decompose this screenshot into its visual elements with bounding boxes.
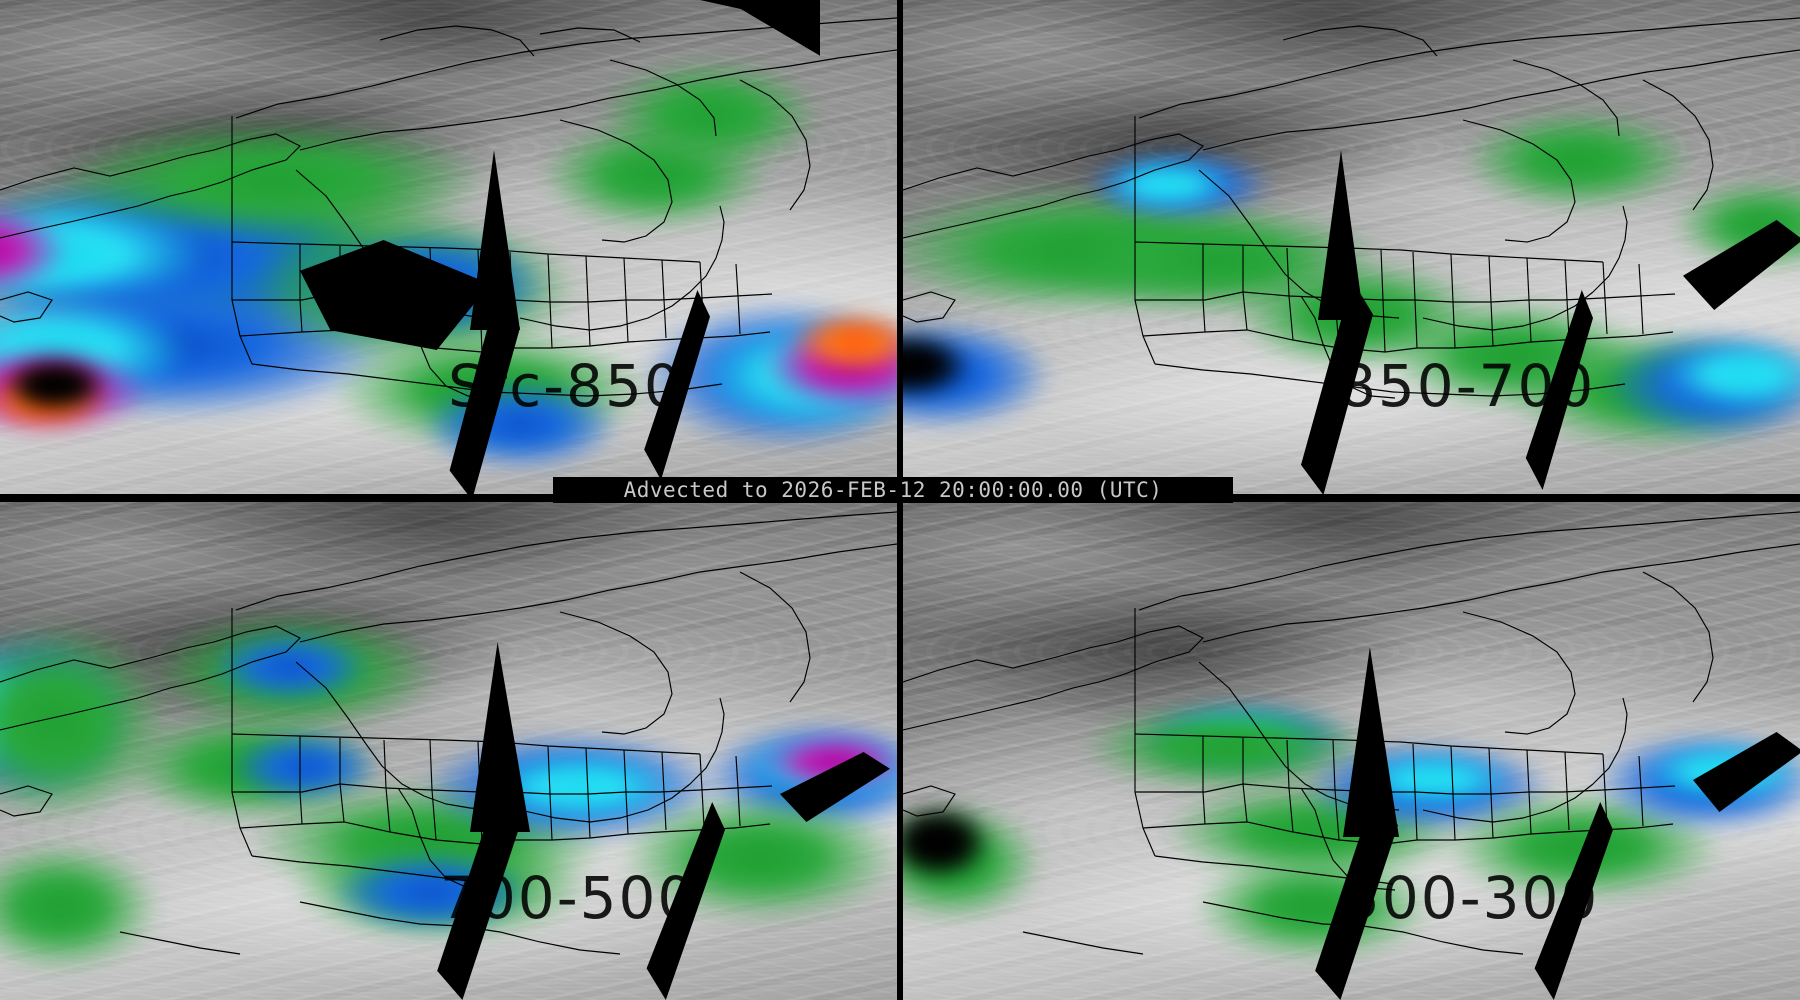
timestamp-caption: Advected to 2026-FEB-12 20:00:00.00 (UTC… bbox=[623, 478, 1163, 502]
moisture-plume-green bbox=[0, 842, 160, 972]
moisture-plume-red bbox=[790, 310, 897, 375]
panel-label-850-700: 850-700 bbox=[1339, 352, 1596, 420]
panel-850-700[interactable]: 850-700 bbox=[903, 0, 1800, 494]
panel-label-500-300: 500-300 bbox=[1343, 864, 1600, 932]
panel-label-700-500: 700-500 bbox=[440, 864, 697, 932]
moisture-plume-green bbox=[600, 60, 820, 170]
timestamp-caption-band: Advected to 2026-FEB-12 20:00:00.00 (UTC… bbox=[553, 477, 1233, 503]
moisture-plume-green bbox=[1463, 110, 1693, 210]
moisture-core-saturated bbox=[903, 802, 993, 882]
moisture-plume-cyan bbox=[1663, 340, 1800, 410]
moisture-plume-cyan bbox=[1103, 160, 1233, 210]
panel-500-300[interactable]: 500-300 bbox=[903, 502, 1800, 1000]
moisture-core-saturated bbox=[0, 355, 110, 415]
panel-sfc-850[interactable]: Sfc-850 bbox=[0, 0, 897, 494]
panel-label-sfc-850: Sfc-850 bbox=[448, 352, 683, 420]
panel-700-500[interactable]: 700-500 bbox=[0, 502, 897, 1000]
moisture-plume-blue bbox=[210, 632, 370, 702]
moisture-core-saturated bbox=[903, 330, 973, 400]
